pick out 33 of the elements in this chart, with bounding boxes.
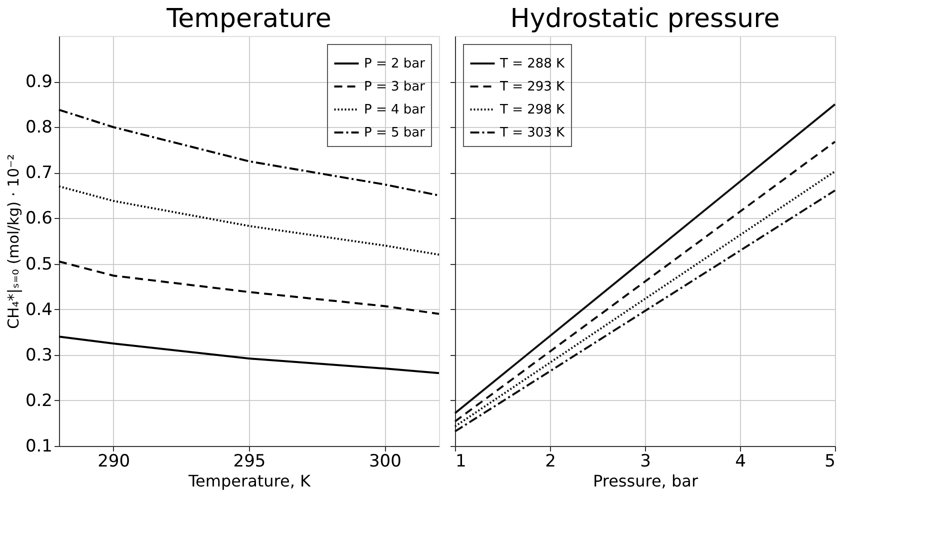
x-tick-label: 3: [640, 452, 651, 472]
legend-label: T = 288 K: [499, 56, 566, 72]
y-tick-label: 0.6: [25, 208, 52, 229]
y-tick-label: 0.3: [25, 345, 52, 366]
x-tick-label: 300: [368, 452, 402, 472]
legend-label: T = 303 K: [499, 126, 566, 140]
legend-label: P = 3 bar: [364, 80, 426, 94]
x-tick-label: 4: [735, 452, 746, 472]
y-tick-label: 0.7: [25, 163, 52, 184]
x-axis-title: Temperature, K: [187, 472, 312, 490]
line-series: [58, 336, 440, 374]
legend-label: P = 2 bar: [364, 56, 426, 72]
x-tick-label: 295: [233, 452, 266, 472]
y-axis-title: CH₄*|ₛ₌₀ (mol/kg) · 10⁻²: [4, 154, 22, 329]
y-tick-label: 0.8: [25, 118, 52, 138]
y-tick-label: 0.9: [25, 72, 52, 92]
y-tick-label: 0.2: [25, 390, 52, 411]
y-tick-label: 0.1: [25, 436, 52, 456]
line-series: [58, 185, 440, 256]
x-axis-title: Pressure, bar: [592, 472, 698, 490]
legend-label: T = 298 K: [499, 102, 566, 118]
y-tick-label: 0.5: [25, 254, 52, 274]
chart-title: Hydrostatic pressure: [510, 4, 780, 34]
x-tick-label: 290: [98, 452, 130, 472]
x-tick-label: 1: [456, 452, 466, 472]
y-tick-label: 0.4: [25, 300, 52, 320]
x-tick-label: 5: [824, 452, 836, 472]
legend-label: T = 293 K: [499, 80, 566, 94]
chart-title: Temperature: [166, 4, 332, 34]
legend-label: P = 5 bar: [364, 126, 426, 140]
line-series: [58, 260, 440, 315]
legend-label: P = 4 bar: [364, 102, 426, 118]
x-tick-label: 2: [545, 452, 556, 472]
